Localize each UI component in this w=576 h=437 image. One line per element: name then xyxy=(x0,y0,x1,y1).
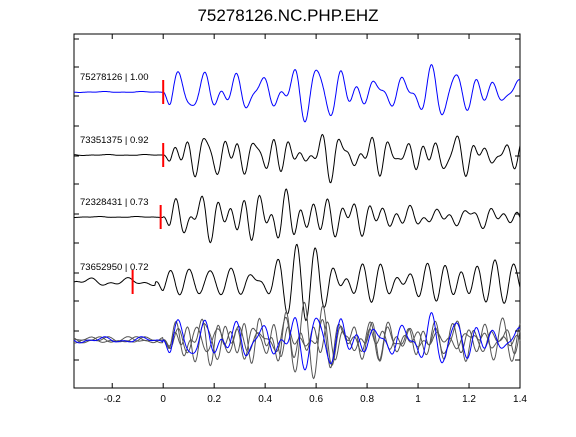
stack-trace-highlight xyxy=(73,311,521,371)
x-tick-label-2: 0.2 xyxy=(207,394,221,405)
plot-title: 75278126.NC.PHP.EHZ xyxy=(197,6,379,25)
waveform-trace-3 xyxy=(74,188,521,244)
x-tick-label-6: 1 xyxy=(415,394,421,405)
waveform-trace-1 xyxy=(73,63,521,123)
trace-label-2: 73351375 | 0.92 xyxy=(80,135,149,146)
x-tick-label-1: 0 xyxy=(160,394,166,405)
trace-label-4: 73652950 | 0.72 xyxy=(80,262,149,273)
x-tick-label-8: 1.4 xyxy=(513,394,527,405)
x-tick-label-5: 0.8 xyxy=(360,394,374,405)
waveform-trace-2 xyxy=(74,133,521,184)
trace-label-1: 75278126 | 1.00 xyxy=(80,72,149,83)
x-tick-label-4: 0.6 xyxy=(309,394,323,405)
stack-trace-1 xyxy=(73,318,521,369)
axes-frame xyxy=(73,33,521,389)
trace-label-3: 72328431 | 0.73 xyxy=(80,197,149,208)
x-tick-label-7: 1.2 xyxy=(462,394,476,405)
waveform-trace-4 xyxy=(73,243,521,322)
x-tick-label-0: -0.2 xyxy=(104,394,122,405)
x-tick-label-3: 0.4 xyxy=(258,394,272,405)
stack-trace-2 xyxy=(74,311,521,367)
